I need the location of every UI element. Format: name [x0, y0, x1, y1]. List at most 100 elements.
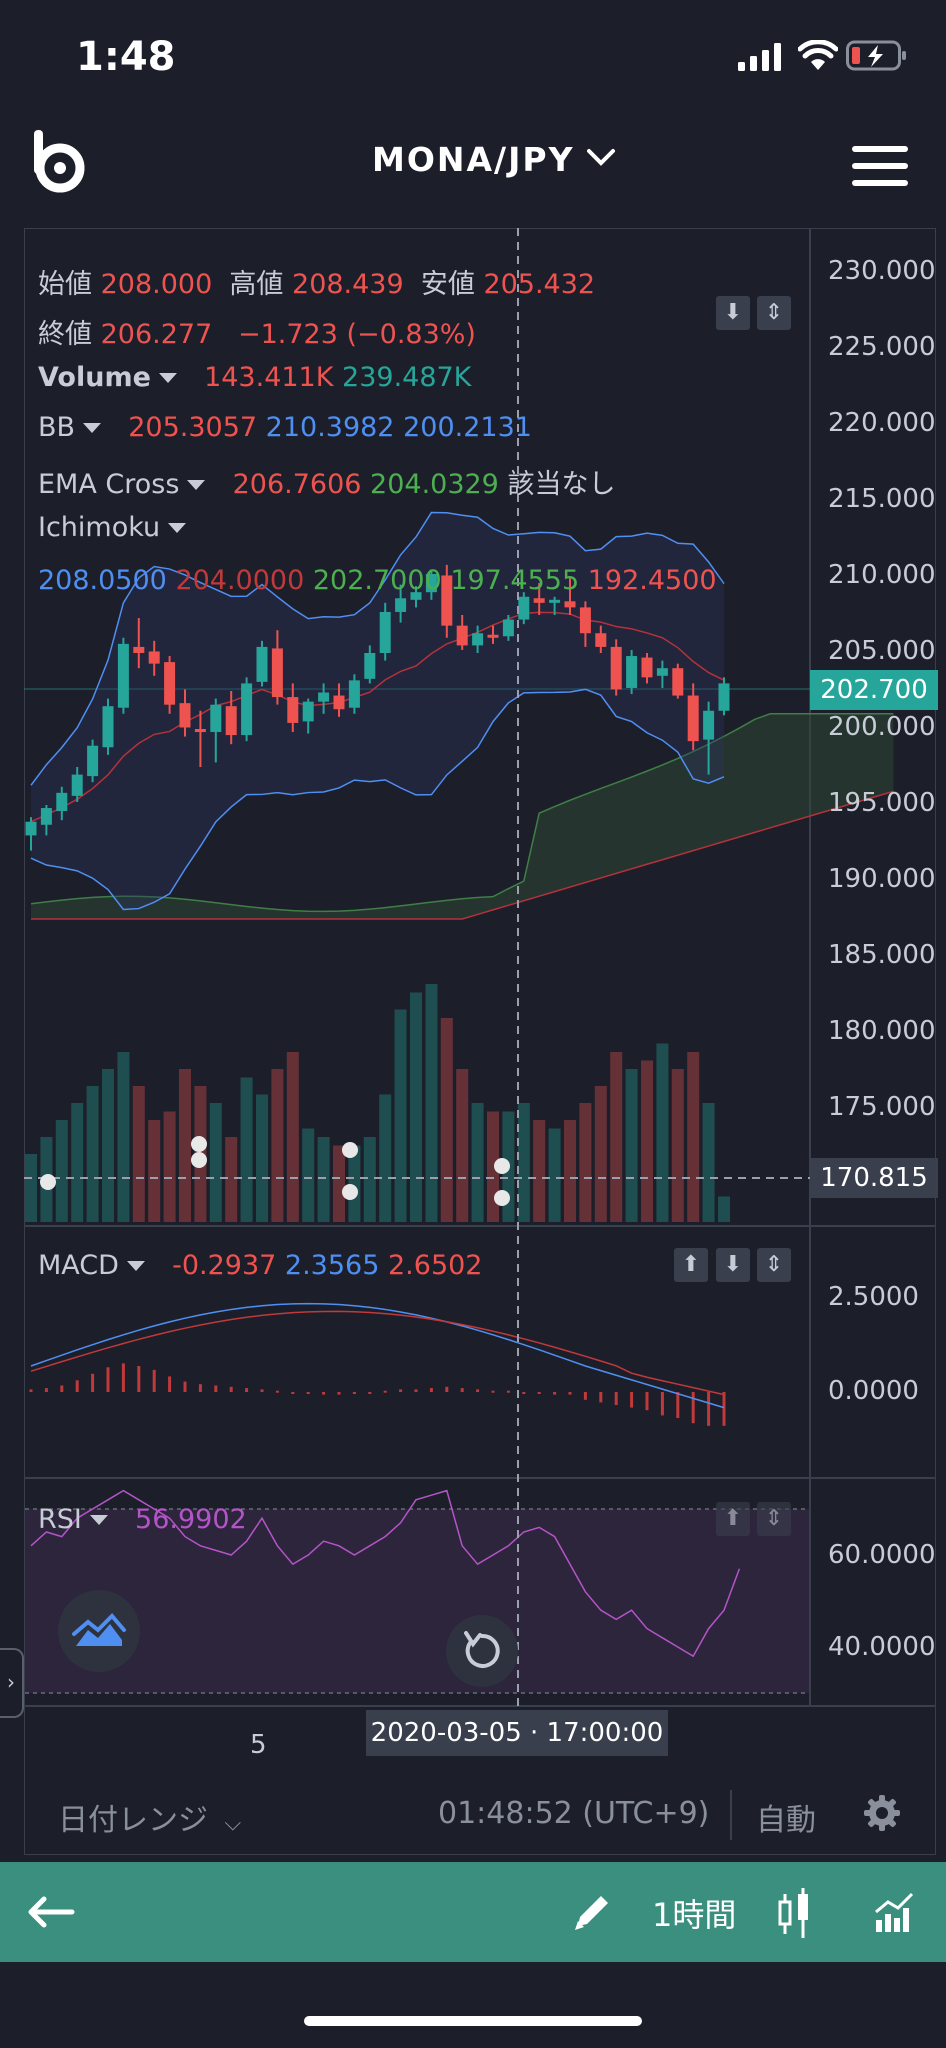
- macd-value-2: 2.3565: [284, 1250, 380, 1281]
- candlestick-icon[interactable]: [776, 1886, 812, 1940]
- macd-histogram-bar: [460, 1388, 464, 1392]
- date-range-button[interactable]: 日付レンジ ⌵: [58, 1795, 241, 1839]
- side-panel-handle[interactable]: ›: [0, 1648, 24, 1718]
- pair-selector[interactable]: MONA/JPY: [372, 140, 575, 179]
- macd-histogram-bar: [583, 1392, 587, 1400]
- macd-line: [30, 1302, 725, 1409]
- candle-body: [456, 625, 468, 646]
- dropdown-icon[interactable]: [168, 523, 187, 533]
- maximize-pane-icon[interactable]: ⇕: [757, 1502, 791, 1536]
- ichimoku-value-5: 192.4500: [587, 565, 717, 596]
- legend-rsi[interactable]: RSI 56.9902: [38, 1504, 247, 1535]
- macd-histogram-bar: [229, 1386, 233, 1392]
- ema-value-1: 206.7606: [232, 469, 362, 500]
- indicators-icon[interactable]: [874, 1890, 916, 1934]
- macd-histogram-bar: [275, 1390, 279, 1393]
- maximize-pane-icon[interactable]: ⇕: [757, 1248, 791, 1282]
- interval-selector[interactable]: 1時間: [652, 1896, 737, 1934]
- macd-histogram-bar: [260, 1389, 264, 1392]
- volume-bar: [471, 1103, 484, 1222]
- gear-icon[interactable]: [862, 1793, 902, 1833]
- candle-body: [117, 643, 129, 708]
- legend-ichimoku[interactable]: Ichimoku: [38, 512, 196, 543]
- legend-bb[interactable]: BB 205.3057 210.3982 200.2131: [38, 412, 532, 443]
- date-range-label: 日付レンジ: [58, 1803, 208, 1838]
- macd-histogram-bar: [660, 1392, 664, 1416]
- status-time: 1:48: [76, 34, 176, 80]
- dropdown-icon[interactable]: [187, 480, 206, 490]
- volume-bar: [240, 1077, 253, 1222]
- high-label: 高値: [229, 269, 284, 300]
- macd-histogram-bar: [491, 1390, 495, 1393]
- bitbank-logo[interactable]: [30, 128, 90, 194]
- volume-bar: [641, 1060, 653, 1222]
- move-up-icon[interactable]: ⬆: [674, 1248, 708, 1282]
- candle-body: [518, 596, 530, 620]
- legend-macd[interactable]: MACD -0.2937 2.3565 2.6502: [38, 1250, 482, 1281]
- dropdown-icon[interactable]: [83, 423, 102, 433]
- macd-axis-label: 0.0000: [828, 1376, 919, 1406]
- volume-bar: [225, 1137, 238, 1222]
- wifi-icon: [798, 40, 838, 70]
- drawing-handle: [494, 1190, 510, 1206]
- price-axis-label: 195.000: [828, 788, 936, 818]
- macd-histogram-bar: [137, 1366, 141, 1392]
- move-down-icon[interactable]: ⬇: [716, 296, 750, 330]
- candle-body: [579, 607, 591, 634]
- candle-body: [348, 680, 360, 708]
- move-up-icon[interactable]: ⬆: [716, 1502, 750, 1536]
- dropdown-icon[interactable]: [89, 1515, 108, 1525]
- volume-bar: [394, 1009, 407, 1222]
- pencil-icon[interactable]: [570, 1890, 614, 1934]
- ichimoku-value-2: 204.0000: [175, 565, 305, 596]
- timezone-clock[interactable]: 01:48:52 (UTC+9): [438, 1796, 710, 1831]
- chart-frame[interactable]: [24, 228, 936, 1855]
- legend-ema[interactable]: EMA Cross 206.7606 204.0329 該当なし: [38, 462, 615, 501]
- candle-body: [718, 683, 730, 711]
- macd-histogram-bar: [722, 1392, 726, 1426]
- dropdown-icon[interactable]: [158, 373, 177, 383]
- candle-body: [672, 668, 684, 696]
- macd-histogram-bar: [445, 1386, 449, 1392]
- candle-body: [641, 657, 653, 678]
- rsi-label: RSI: [38, 1504, 82, 1535]
- price-axis-label: 190.000: [828, 864, 936, 894]
- back-arrow-icon[interactable]: [26, 1894, 76, 1930]
- price-axis-label: 185.000: [828, 940, 936, 970]
- close-value: 206.277: [100, 319, 213, 350]
- price-axis-label: 200.000: [828, 712, 936, 742]
- candle-body: [241, 683, 253, 736]
- volume-bar: [456, 1069, 469, 1222]
- volume-bar: [317, 1137, 330, 1222]
- volume-bar: [55, 1120, 68, 1222]
- volume-bar: [440, 1018, 453, 1222]
- drawing-handle: [342, 1184, 358, 1200]
- chart-style-button[interactable]: [58, 1590, 140, 1672]
- macd-histogram-bar: [245, 1388, 249, 1392]
- candle-body: [533, 598, 545, 603]
- price-axis-label: 210.000: [828, 560, 936, 590]
- chevron-down-icon[interactable]: [586, 147, 616, 169]
- candle-body: [425, 573, 437, 593]
- macd-histogram-bar: [568, 1392, 572, 1395]
- volume-bar: [579, 1103, 592, 1222]
- bb-value-1: 205.3057: [128, 412, 258, 443]
- legend-volume[interactable]: Volume 143.411K 239.487K: [38, 362, 471, 393]
- last-price-tag: 202.700: [810, 670, 938, 710]
- maximize-pane-icon[interactable]: ⇕: [757, 296, 791, 330]
- macd-value-1: -0.2937: [172, 1250, 277, 1281]
- volume-bar: [425, 984, 438, 1222]
- hamburger-menu-icon[interactable]: [852, 146, 908, 186]
- dropdown-icon[interactable]: [126, 1261, 145, 1271]
- auto-scale-button[interactable]: 自動: [756, 1803, 816, 1838]
- macd-histogram-bar: [414, 1389, 418, 1392]
- reset-chart-button[interactable]: [446, 1615, 518, 1687]
- candle-body: [379, 611, 391, 653]
- candle-body: [194, 729, 206, 733]
- bb-upper-line: [30, 511, 725, 786]
- move-down-icon[interactable]: ⬇: [716, 1248, 750, 1282]
- price-axis-label: 180.000: [828, 1016, 936, 1046]
- macd-histogram-bar: [537, 1392, 541, 1394]
- volume-bar: [687, 1052, 700, 1222]
